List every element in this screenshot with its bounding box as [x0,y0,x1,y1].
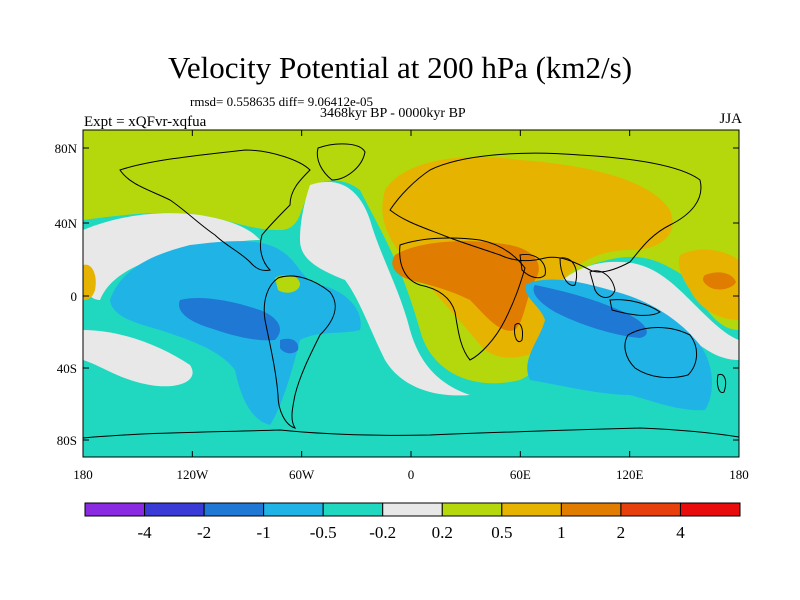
colorbar-cell [441,502,503,517]
colorbar-cell [382,502,443,517]
field-neutral-atlantic [300,181,470,396]
colorbar-cell [679,502,741,517]
y-axis-labels: 80N 40N 0 40S 80S [55,141,78,448]
colorbar-label: 0.2 [432,523,453,542]
x-tick-label: 120W [176,467,209,482]
colorbar-label: -0.2 [369,523,396,542]
coastline-greenland [316,143,366,181]
coastline-south-america [263,275,336,429]
x-tick-label: 0 [408,467,415,482]
colorbar-cell [144,502,205,517]
experiment-label: Expt = xQFvr-xqfua [84,114,207,130]
field-negative-mid-pacific [179,298,280,341]
coastline-australia [624,327,697,379]
coastline-europe-asia [389,152,702,273]
coastline-madagascar [514,323,523,343]
colorbar-cell [263,502,324,517]
map-title: Velocity Potential at 200 hPa (km2/s) [167,50,633,85]
x-axis-labels: 180 120W 60W 0 60E 120E 180 [73,467,749,482]
coastline-arabia-india [519,253,577,286]
x-tick-label: 120E [616,467,644,482]
contour-field [83,130,739,457]
colorbar-cell [203,502,265,517]
colorbar-label: -4 [137,523,152,542]
colorbar-label: 4 [676,523,685,542]
colorbar-label: 2 [617,523,626,542]
coastline-africa [399,237,526,361]
field-neutral-pacific-south [83,330,193,387]
field-positive-high-pacific [703,272,736,290]
field-neutral-pacific-north [83,213,260,300]
y-tick-label: 80S [57,433,77,448]
x-tick-label: 60E [510,467,531,482]
coastline-southeast-asia [589,270,661,316]
field-negative-mid-southamerica [280,338,299,354]
field-negative-mid-indian [533,285,647,338]
colorbar-label: 1 [557,523,566,542]
colorbar-label: -0.5 [310,523,337,542]
season-label: JJA [719,111,742,127]
field-positive-high-africa [392,241,539,331]
colorbar-cell [560,502,622,517]
field-positive-caribbean [275,274,300,293]
colorbar-cell [501,502,562,517]
y-tick-label: 40N [55,216,78,231]
coastline-antarctica [83,427,739,439]
x-tick-label: 180 [73,467,93,482]
colorbar-cells [84,502,741,517]
axis-ticks [82,130,740,457]
field-positive-mid-atlantic [83,264,96,300]
colorbar-label: -2 [197,523,211,542]
colorbar-cell [322,502,384,517]
colorbar-cell [620,502,681,517]
x-tick-label: 180 [729,467,749,482]
y-tick-label: 80N [55,141,78,156]
x-tick-label: 60W [289,467,315,482]
y-tick-label: 0 [71,289,78,304]
y-tick-label: 40S [57,361,77,376]
coastlines [83,143,739,439]
colorbar-labels: -4 -2 -1 -0.5 -0.2 0.2 0.5 1 2 4 [137,523,685,542]
coastline-new-zealand [716,373,727,394]
colorbar-label: 0.5 [491,523,512,542]
coastline-north-america [119,149,311,271]
colorbar-cell [84,502,146,517]
period-label: 3468kyr BP - 0000kyr BP [320,106,466,121]
colorbar-label: -1 [257,523,271,542]
stats-subtitle: rmsd= 0.558635 diff= 9.06412e-05 [190,94,374,109]
